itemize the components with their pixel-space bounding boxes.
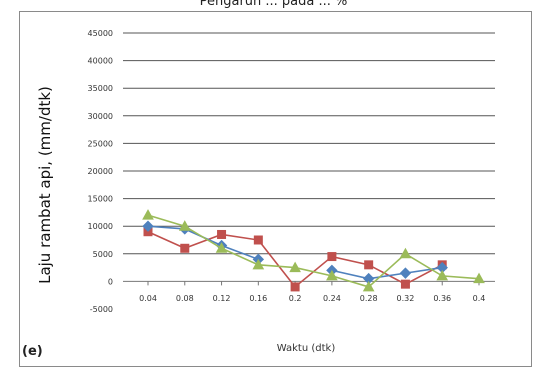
panel-label: (e) [22, 344, 43, 359]
series-2-point [399, 247, 412, 259]
series-2-point [362, 280, 375, 292]
series-2-point [326, 269, 338, 281]
y-tick-label: -5000 [90, 305, 113, 314]
series-0-point [290, 282, 300, 292]
series-0-line [147, 230, 443, 289]
y-tick-label: 45000 [88, 29, 113, 38]
x-tick-label: 0.28 [360, 294, 378, 303]
x-tick-label: 0.08 [176, 294, 194, 303]
x-tick-label: 0.36 [433, 294, 451, 303]
y-tick-label: 35000 [88, 84, 113, 93]
series-0-point [253, 235, 263, 245]
series-0-point [180, 243, 190, 253]
series-1-point [399, 267, 412, 279]
gridlines [123, 32, 495, 286]
series-2-line [147, 214, 480, 288]
x-tick-labels: 0.04 0.08 0.12 0.16 0.2 0.24 0.28 0.32 0.36 0.4 [139, 294, 485, 303]
y-tick-label: 20000 [88, 167, 113, 176]
series-1 [142, 220, 448, 285]
y-tick-label: 15000 [88, 195, 113, 204]
series-0-point [400, 279, 410, 289]
series-2-point [252, 258, 265, 270]
series-1-line [331, 266, 443, 280]
y-tick-label: 25000 [88, 139, 113, 148]
y-tick-label: 30000 [88, 112, 113, 121]
series-2 [142, 209, 485, 292]
x-tick-label: 0.12 [213, 294, 231, 303]
series-0-point [364, 260, 374, 270]
y-tick-label: 5000 [93, 250, 113, 259]
series-1-line [147, 225, 259, 261]
figure-caption: Pengaruh ... pada ... % [199, 0, 348, 8]
series-2-point [142, 209, 154, 220]
x-axis-label: Waktu (dtk) [276, 343, 336, 354]
x-tick-label: 0.24 [323, 294, 341, 303]
y-tick-labels: -5000 0 5000 10000 15000 20000 25000 30000 35000… [88, 29, 113, 314]
y-tick-label: 10000 [88, 222, 113, 231]
x-tick-label: 0.4 [473, 294, 486, 303]
x-tick-label: 0.32 [397, 294, 415, 303]
series-group [142, 209, 485, 292]
series-0-point [327, 252, 337, 262]
x-tick-label: 0.16 [249, 294, 267, 303]
series-1-point [142, 220, 154, 232]
x-tick-label: 0.04 [139, 294, 157, 303]
series-2-point [215, 242, 228, 253]
series-2-point [473, 272, 485, 284]
series-2-point [289, 261, 301, 273]
series-2-point [178, 220, 191, 231]
y-tick-label: 40000 [88, 57, 113, 66]
series-2-point [436, 269, 449, 281]
chart-frame [19, 11, 532, 367]
x-tick-label: 0.2 [289, 294, 302, 303]
series-0-point [217, 229, 227, 239]
y-tick-label: 0 [108, 277, 113, 286]
